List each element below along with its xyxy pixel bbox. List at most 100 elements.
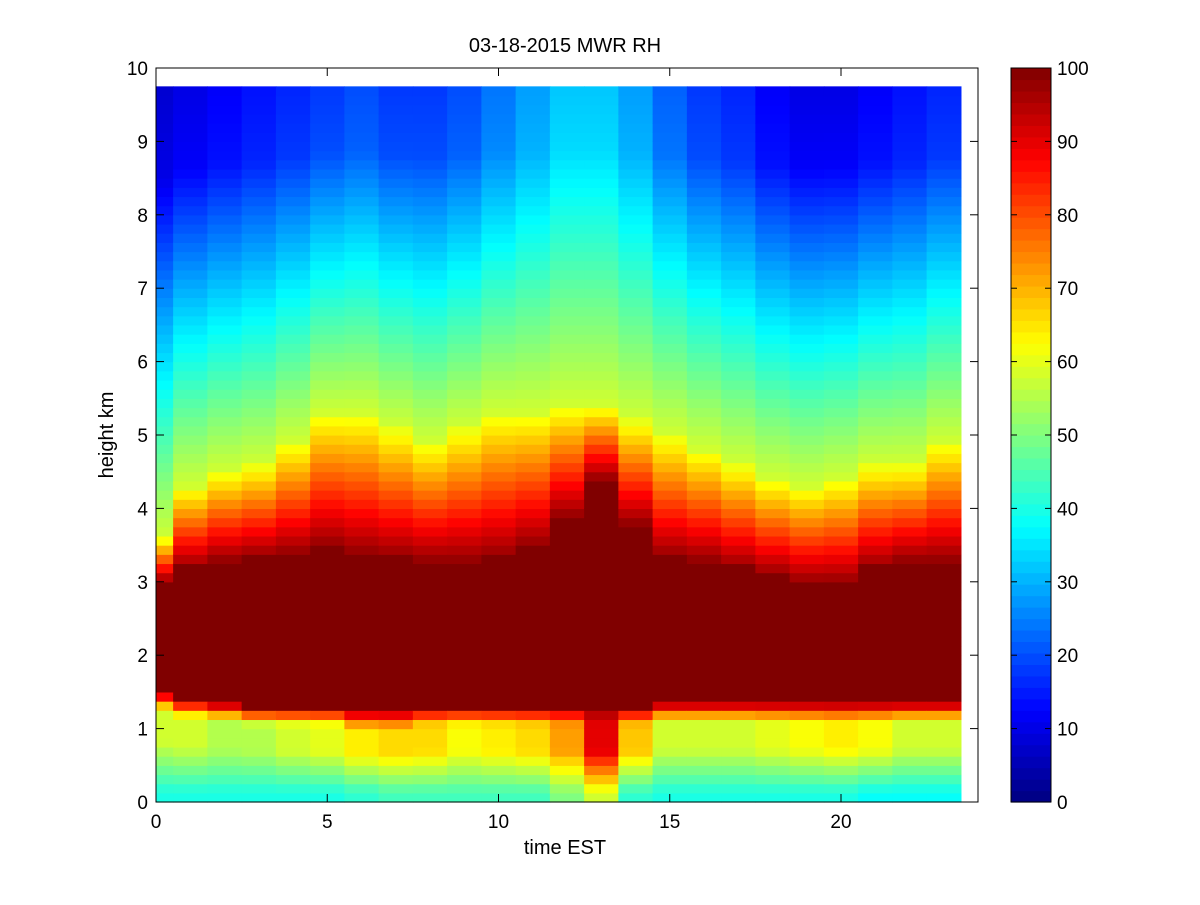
heatmap-cell (584, 600, 619, 610)
heatmap-cell (447, 765, 482, 776)
heatmap-cell (207, 792, 243, 803)
heatmap-cell (241, 728, 277, 739)
heatmap-cell (789, 233, 825, 243)
heatmap-cell (173, 691, 208, 702)
heatmap-cell (755, 535, 791, 546)
heatmap-cell (721, 279, 756, 289)
heatmap-cell (156, 379, 174, 390)
heatmap-cell (412, 352, 448, 363)
heatmap-cell (858, 196, 893, 207)
heatmap-cell (823, 343, 859, 354)
heatmap-cell (652, 389, 688, 399)
colorbar-band (1011, 515, 1051, 528)
colorbar-band (1011, 469, 1051, 482)
heatmap-cell (515, 783, 551, 794)
heatmap-cell (156, 315, 174, 326)
heatmap-cell (447, 545, 482, 555)
heatmap-cell (549, 581, 585, 592)
heatmap-cell (686, 223, 722, 234)
heatmap-cell (412, 370, 448, 381)
heatmap-cell (926, 306, 962, 317)
heatmap-cell (618, 765, 654, 776)
heatmap-cell (926, 251, 962, 262)
heatmap-cell (173, 343, 208, 354)
heatmap-cell (447, 352, 482, 363)
heatmap-cell (721, 233, 756, 243)
heatmap-cell (412, 563, 448, 574)
heatmap-cell (858, 279, 893, 289)
heatmap-cell (173, 646, 208, 656)
heatmap-cell (156, 279, 174, 289)
heatmap-cell (652, 673, 688, 684)
heatmap-cell (173, 609, 208, 620)
heatmap-cell (652, 315, 688, 326)
heatmap-cell (686, 765, 722, 776)
colorbar-band (1011, 756, 1051, 769)
heatmap-cell (207, 214, 243, 225)
heatmap-cell (789, 609, 825, 620)
heatmap-cell (823, 379, 859, 390)
heatmap-cell (721, 609, 756, 620)
heatmap-cell (584, 214, 619, 225)
heatmap-cell (892, 279, 928, 289)
heatmap-cell (858, 334, 893, 344)
heatmap-cell (686, 178, 722, 188)
colorbar-band (1011, 205, 1051, 218)
heatmap-cell (652, 269, 688, 280)
heatmap-cell (549, 636, 585, 647)
heatmap-cell (823, 581, 859, 592)
heatmap-cell (686, 104, 722, 115)
heatmap-cell (515, 517, 551, 528)
heatmap-cell (378, 389, 414, 399)
heatmap-cell (858, 783, 893, 794)
heatmap-cell (686, 535, 722, 546)
heatmap-cell (721, 187, 756, 198)
heatmap-cell (481, 563, 517, 574)
heatmap-cell (549, 646, 585, 656)
heatmap-cell (755, 453, 791, 464)
heatmap-cell (721, 673, 756, 684)
heatmap-cell (481, 756, 517, 766)
heatmap-cell (207, 196, 243, 207)
heatmap-cell (686, 306, 722, 317)
heatmap-cell (549, 774, 585, 785)
heatmap-cell (412, 710, 448, 721)
heatmap-cell (652, 407, 688, 418)
heatmap-cell (858, 251, 893, 262)
heatmap-cell (173, 627, 208, 638)
heatmap-cell (584, 196, 619, 207)
heatmap-cell (686, 728, 722, 739)
heatmap-cell (275, 159, 311, 170)
heatmap-cell (926, 554, 962, 565)
heatmap-cell (858, 370, 893, 381)
heatmap-cell (447, 783, 482, 794)
heatmap-cell (207, 379, 243, 390)
heatmap-cell (378, 581, 414, 592)
heatmap-cell (515, 86, 551, 97)
heatmap-cell (515, 453, 551, 464)
heatmap-cell (549, 178, 585, 188)
heatmap-cell (156, 646, 174, 656)
colorbar-band (1011, 538, 1051, 551)
heatmap-cell (584, 178, 619, 188)
heatmap-cell (652, 572, 688, 583)
heatmap-cell (378, 352, 414, 363)
heatmap-cell (721, 710, 756, 721)
heatmap-cell (686, 86, 722, 97)
heatmap-cell (618, 132, 654, 142)
heatmap-cell (686, 233, 722, 243)
heatmap-cell (344, 462, 380, 473)
colorbar-band (1011, 79, 1051, 92)
heatmap-cell (515, 719, 551, 730)
heatmap-cell (755, 104, 791, 115)
heatmap-cell (447, 618, 482, 629)
colorbar-tick-label: 90 (1057, 132, 1078, 153)
heatmap-cell (275, 306, 311, 317)
heatmap-cell (156, 86, 174, 97)
colorbar-band (1011, 687, 1051, 700)
heatmap-cell (344, 783, 380, 794)
heatmap-cell (823, 168, 859, 179)
heatmap-cell (241, 178, 277, 188)
heatmap-cell (755, 251, 791, 262)
